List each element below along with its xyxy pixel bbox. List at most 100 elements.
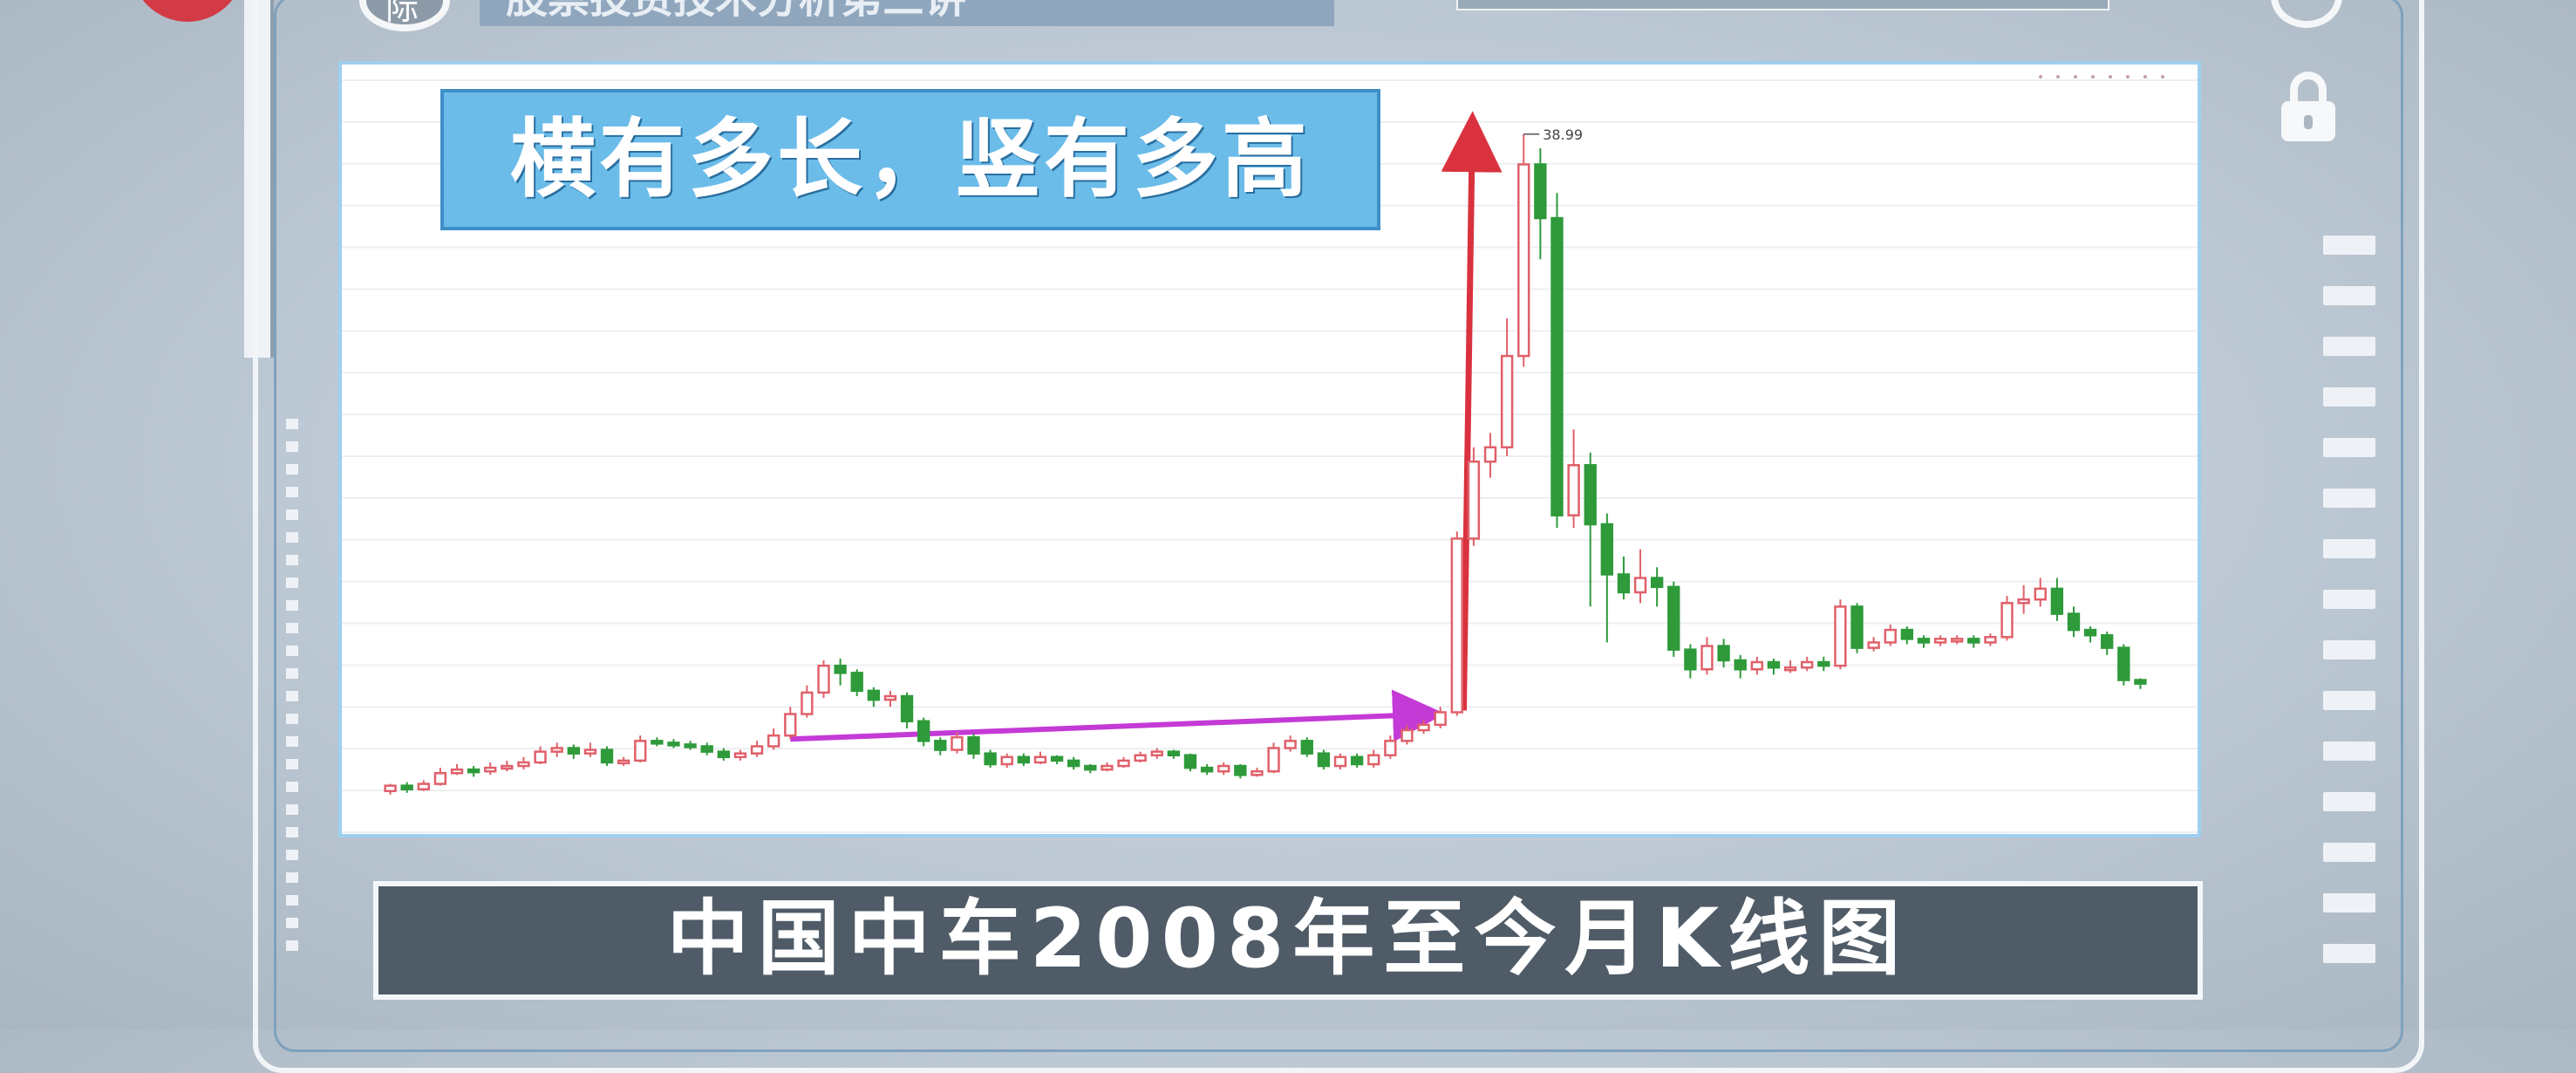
candle-body: [1817, 660, 1830, 667]
candle-body: [1101, 764, 1114, 771]
top-marker-dot: [2039, 75, 2042, 79]
candle-body: [2101, 633, 2114, 649]
candle-body: [750, 745, 764, 755]
headline-banner: 横有多长，竖有多高: [440, 89, 1380, 230]
candle-body: [501, 764, 514, 770]
candle-body: [1500, 354, 1514, 448]
candle-body: [684, 743, 697, 748]
candle-body: [1200, 766, 1214, 773]
candle-body: [1167, 750, 1181, 756]
candle-body: [1850, 605, 1864, 649]
candle-body: [801, 691, 814, 715]
horizontal-arrow: [790, 689, 1446, 742]
candle-body: [1183, 754, 1197, 769]
candle-body: [433, 772, 447, 785]
candle-body: [951, 735, 964, 751]
candle-body: [1350, 755, 1364, 766]
candle-body: [1367, 754, 1380, 766]
candle-body: [934, 740, 947, 751]
lock-icon[interactable]: [2281, 72, 2335, 141]
candle-body: [484, 766, 497, 773]
badge-text: 际: [385, 0, 419, 27]
left-tick-strip: [286, 419, 298, 963]
candle-body: [1600, 523, 1613, 576]
candle-body: [384, 784, 397, 793]
candle-body: [2134, 679, 2147, 685]
candle-body: [1900, 628, 1914, 640]
candle-body: [1584, 464, 1597, 526]
max-price-label: 38.99: [1543, 126, 1583, 143]
candle-body: [634, 740, 647, 762]
candle-body: [1951, 638, 1964, 643]
top-marker-dot: [2074, 75, 2077, 79]
candle-body: [917, 720, 930, 742]
candle-body: [651, 740, 664, 745]
top-marker-dot: [2161, 75, 2164, 79]
candle-body: [1567, 464, 1580, 516]
candle-body: [1333, 755, 1347, 768]
candle-body: [1984, 636, 1997, 644]
top-marker-dot: [2091, 75, 2095, 79]
lock-keyhole: [2304, 115, 2313, 129]
top-marker-dot: [2126, 75, 2130, 79]
candle-body: [1317, 752, 1331, 768]
candle-body: [1400, 728, 1414, 742]
candle-body: [1734, 659, 1747, 671]
candle-body: [883, 694, 897, 701]
candle-body: [667, 742, 680, 747]
candle-body: [1284, 740, 1297, 749]
candle-body: [850, 672, 863, 693]
top-marker-dot: [2056, 75, 2060, 79]
candle-body: [1483, 446, 1497, 463]
candle-body: [1767, 660, 1781, 669]
candle-body: [1534, 163, 1547, 220]
top-marker-dot: [2143, 75, 2147, 79]
candle-body: [1300, 740, 1313, 755]
candle-body: [733, 752, 747, 759]
chart-caption: 中国中车2008年至今月K线图: [373, 881, 2203, 1000]
candle-body: [450, 768, 464, 775]
candle-body: [2083, 628, 2097, 637]
candle-body: [1234, 764, 1247, 776]
candle-body: [2017, 598, 2030, 605]
candle-body: [1517, 163, 1530, 358]
candle-body: [1000, 755, 1013, 766]
candle-body: [1150, 750, 1163, 756]
candle-body: [1801, 660, 1814, 669]
candle-body: [467, 768, 480, 774]
candle-body: [2034, 587, 2047, 601]
candle-body: [1084, 764, 1097, 771]
top-right-bar: [1456, 0, 2109, 10]
candle-body: [1217, 764, 1230, 773]
program-title: 股票投资技术分析第三讲: [480, 0, 1334, 26]
candle-body: [1717, 645, 1730, 662]
candle-body: [767, 734, 780, 748]
channel-logo: [131, 0, 244, 22]
candle-body: [1050, 755, 1064, 762]
top-marker-dot: [2109, 75, 2112, 79]
candle-body: [817, 664, 830, 694]
frame-left-accent-bar: [244, 0, 274, 358]
candle-body: [1750, 660, 1764, 671]
candle-body: [1700, 645, 1714, 671]
candle-body: [2117, 646, 2130, 681]
candle-body: [700, 745, 713, 753]
candle-body: [617, 759, 630, 765]
candle-body: [1967, 638, 1980, 644]
candle-body: [534, 750, 547, 764]
candle-body: [1667, 585, 1680, 651]
candle-body: [1067, 759, 1080, 768]
candle-body: [1384, 740, 1397, 756]
vertical-arrow: [1441, 111, 1503, 711]
candle-body: [834, 664, 847, 674]
candle-body: [1617, 573, 1631, 594]
candle-body: [1134, 754, 1147, 762]
candle-body: [400, 784, 413, 790]
candle-body: [1450, 537, 1463, 714]
candle-body: [1933, 638, 1947, 644]
candle-body: [567, 747, 580, 755]
candle-body: [1417, 723, 1430, 732]
candle-body: [2050, 587, 2064, 615]
candle-body: [600, 748, 614, 764]
candle-body: [784, 713, 797, 737]
